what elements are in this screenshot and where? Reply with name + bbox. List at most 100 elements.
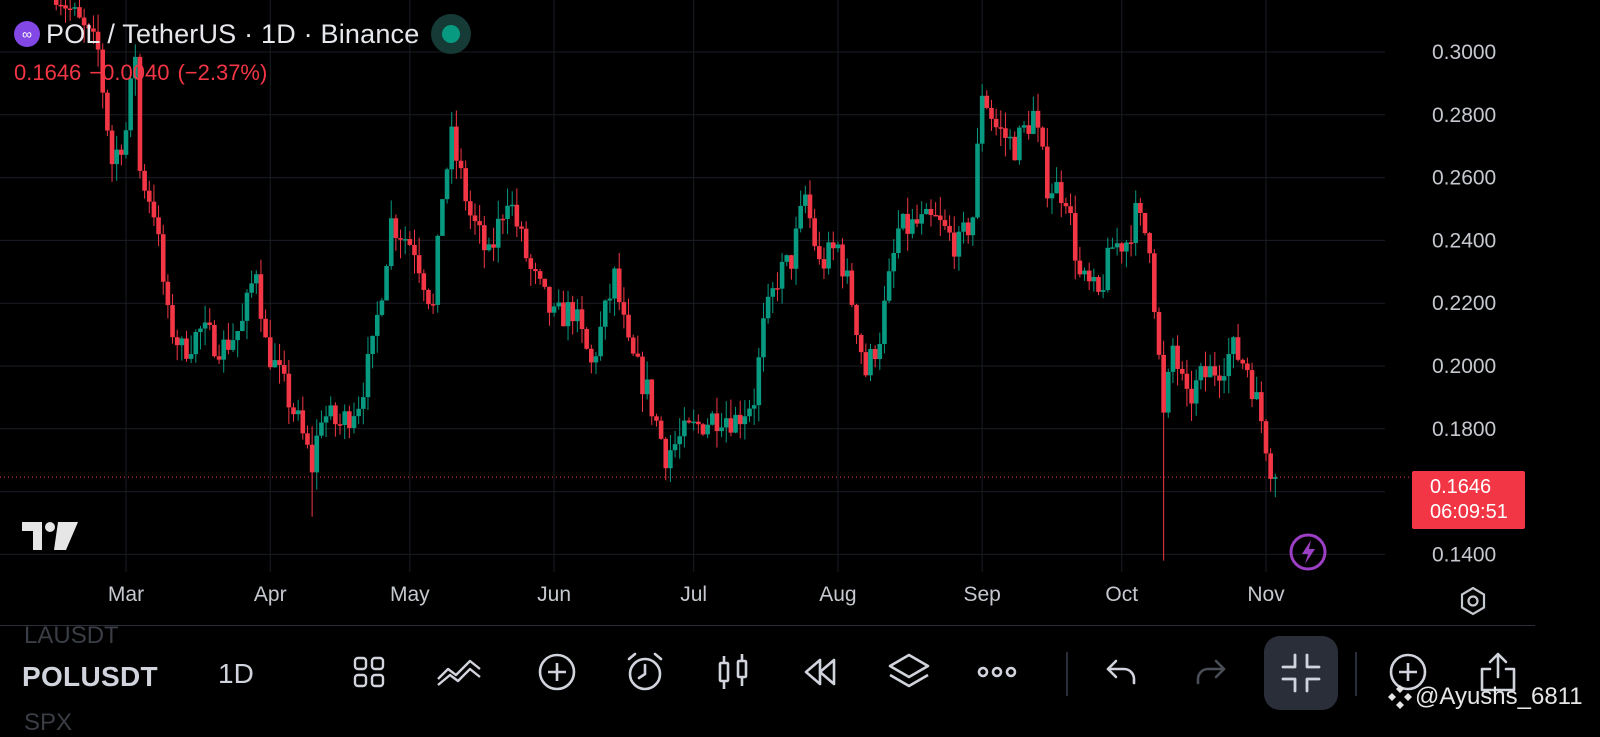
candlestick-chart-svg[interactable]: 0.3000 0.2800 0.2600 0.2400 0.2200 0.2000 0.18… bbox=[0, 0, 1600, 625]
author-handle: @Ayushs_6811 bbox=[1415, 683, 1583, 710]
candle-body bbox=[1138, 203, 1143, 213]
collapse-fullscreen-button[interactable] bbox=[1264, 636, 1338, 710]
candle-body bbox=[784, 255, 790, 262]
undo-button[interactable] bbox=[1093, 644, 1149, 700]
candle-body bbox=[291, 407, 296, 415]
symbol-title[interactable]: POL / TetherUS · 1D · Binance bbox=[46, 18, 420, 49]
candle-body bbox=[998, 127, 1004, 129]
settings-gear-icon[interactable] bbox=[1458, 586, 1488, 616]
candle-body bbox=[398, 238, 403, 240]
candle-body bbox=[272, 360, 278, 368]
candle-body bbox=[426, 289, 431, 305]
candle-body bbox=[179, 338, 185, 346]
x-axis-tick: Aug bbox=[819, 583, 856, 606]
current-price-label: 0.1646 bbox=[1430, 476, 1492, 498]
candle-body bbox=[742, 416, 748, 425]
grid-layout-button[interactable] bbox=[341, 644, 397, 700]
candle-body bbox=[1273, 477, 1278, 479]
candle-body bbox=[789, 255, 794, 269]
price-chart[interactable]: 0.3000 0.2800 0.2600 0.2400 0.2200 0.2000 0.18… bbox=[0, 0, 1600, 625]
candle-body bbox=[1091, 276, 1097, 282]
redo-button[interactable] bbox=[1183, 644, 1239, 700]
replay-button[interactable] bbox=[793, 644, 849, 700]
candle-body bbox=[1054, 182, 1059, 194]
candle-body bbox=[53, 0, 59, 5]
candle-body bbox=[1152, 253, 1157, 313]
layers-button[interactable] bbox=[881, 644, 937, 700]
price-change: −0.0040 bbox=[89, 60, 170, 85]
candle-body bbox=[1170, 345, 1176, 372]
candle-body bbox=[989, 107, 994, 119]
alert-button[interactable] bbox=[617, 644, 673, 700]
candle-body bbox=[947, 225, 952, 233]
candle-body bbox=[803, 194, 808, 206]
candle-body bbox=[751, 405, 757, 409]
candle-body bbox=[965, 222, 971, 236]
candle-body bbox=[277, 360, 282, 365]
candle-body bbox=[1254, 392, 1259, 400]
candle-body bbox=[1161, 354, 1166, 413]
candle-body bbox=[133, 56, 138, 79]
candle-body bbox=[835, 244, 841, 249]
candle-body bbox=[775, 288, 780, 290]
candle-body bbox=[640, 356, 645, 395]
next-symbol[interactable]: SPX bbox=[24, 709, 73, 736]
candle-body bbox=[649, 379, 655, 417]
zoom-in-button[interactable] bbox=[1380, 644, 1436, 700]
symbol-selector[interactable]: POLUSDT bbox=[22, 661, 158, 692]
candle-body bbox=[212, 324, 217, 357]
x-axis-tick: Nov bbox=[1247, 583, 1285, 606]
candle-body bbox=[416, 255, 422, 274]
candle-body bbox=[817, 246, 822, 260]
candle-body bbox=[1212, 366, 1218, 376]
candle-body bbox=[1072, 213, 1078, 261]
candle-body bbox=[309, 444, 315, 473]
candle-body bbox=[1082, 270, 1087, 275]
candle-body bbox=[1086, 270, 1092, 282]
candle-body bbox=[779, 261, 785, 289]
candle-body bbox=[500, 218, 506, 221]
candle-body bbox=[226, 339, 231, 350]
candle-body bbox=[384, 266, 389, 301]
candle-body bbox=[607, 298, 613, 301]
candle-body bbox=[407, 239, 413, 245]
candle-body bbox=[644, 379, 650, 395]
add-button[interactable] bbox=[529, 644, 585, 700]
candle-body bbox=[519, 226, 524, 229]
candle-style-icon bbox=[718, 654, 748, 689]
candle-body bbox=[826, 242, 831, 269]
candle-body bbox=[509, 204, 515, 207]
candle-body bbox=[128, 78, 133, 131]
candle-body bbox=[328, 405, 334, 417]
candle-body bbox=[542, 278, 548, 287]
candle-body bbox=[1128, 242, 1134, 244]
candle-body bbox=[565, 302, 571, 327]
candle-body bbox=[737, 414, 743, 425]
lightning-bolt-icon[interactable] bbox=[1288, 532, 1328, 572]
chart-style-button[interactable] bbox=[705, 644, 761, 700]
candle-body bbox=[626, 314, 631, 338]
indicators-button[interactable] bbox=[431, 644, 487, 700]
prev-symbol[interactable]: LAUSDT bbox=[24, 622, 119, 649]
market-status-icon[interactable] bbox=[431, 14, 472, 54]
candle-body bbox=[589, 348, 594, 363]
candle-body bbox=[1217, 375, 1222, 381]
more-button[interactable] bbox=[969, 644, 1025, 700]
candle-body bbox=[198, 328, 203, 333]
add-icon bbox=[538, 653, 576, 691]
candle-body bbox=[216, 356, 222, 360]
candle-body bbox=[379, 300, 385, 315]
bar-countdown: 06:09:51 bbox=[1430, 501, 1508, 523]
candle-body bbox=[202, 322, 208, 329]
interval-selector[interactable]: 1D bbox=[218, 658, 254, 689]
candle-body bbox=[1031, 110, 1036, 134]
candle-body bbox=[100, 49, 106, 93]
candle-body bbox=[579, 309, 585, 330]
candle-body bbox=[1179, 368, 1185, 374]
candle-body bbox=[361, 397, 366, 409]
candle-body bbox=[872, 349, 878, 360]
candle-body bbox=[570, 302, 575, 322]
share-button[interactable] bbox=[1470, 644, 1526, 700]
x-axis-tick: Oct bbox=[1105, 583, 1138, 606]
collapse-fullscreen-icon bbox=[1281, 653, 1321, 693]
